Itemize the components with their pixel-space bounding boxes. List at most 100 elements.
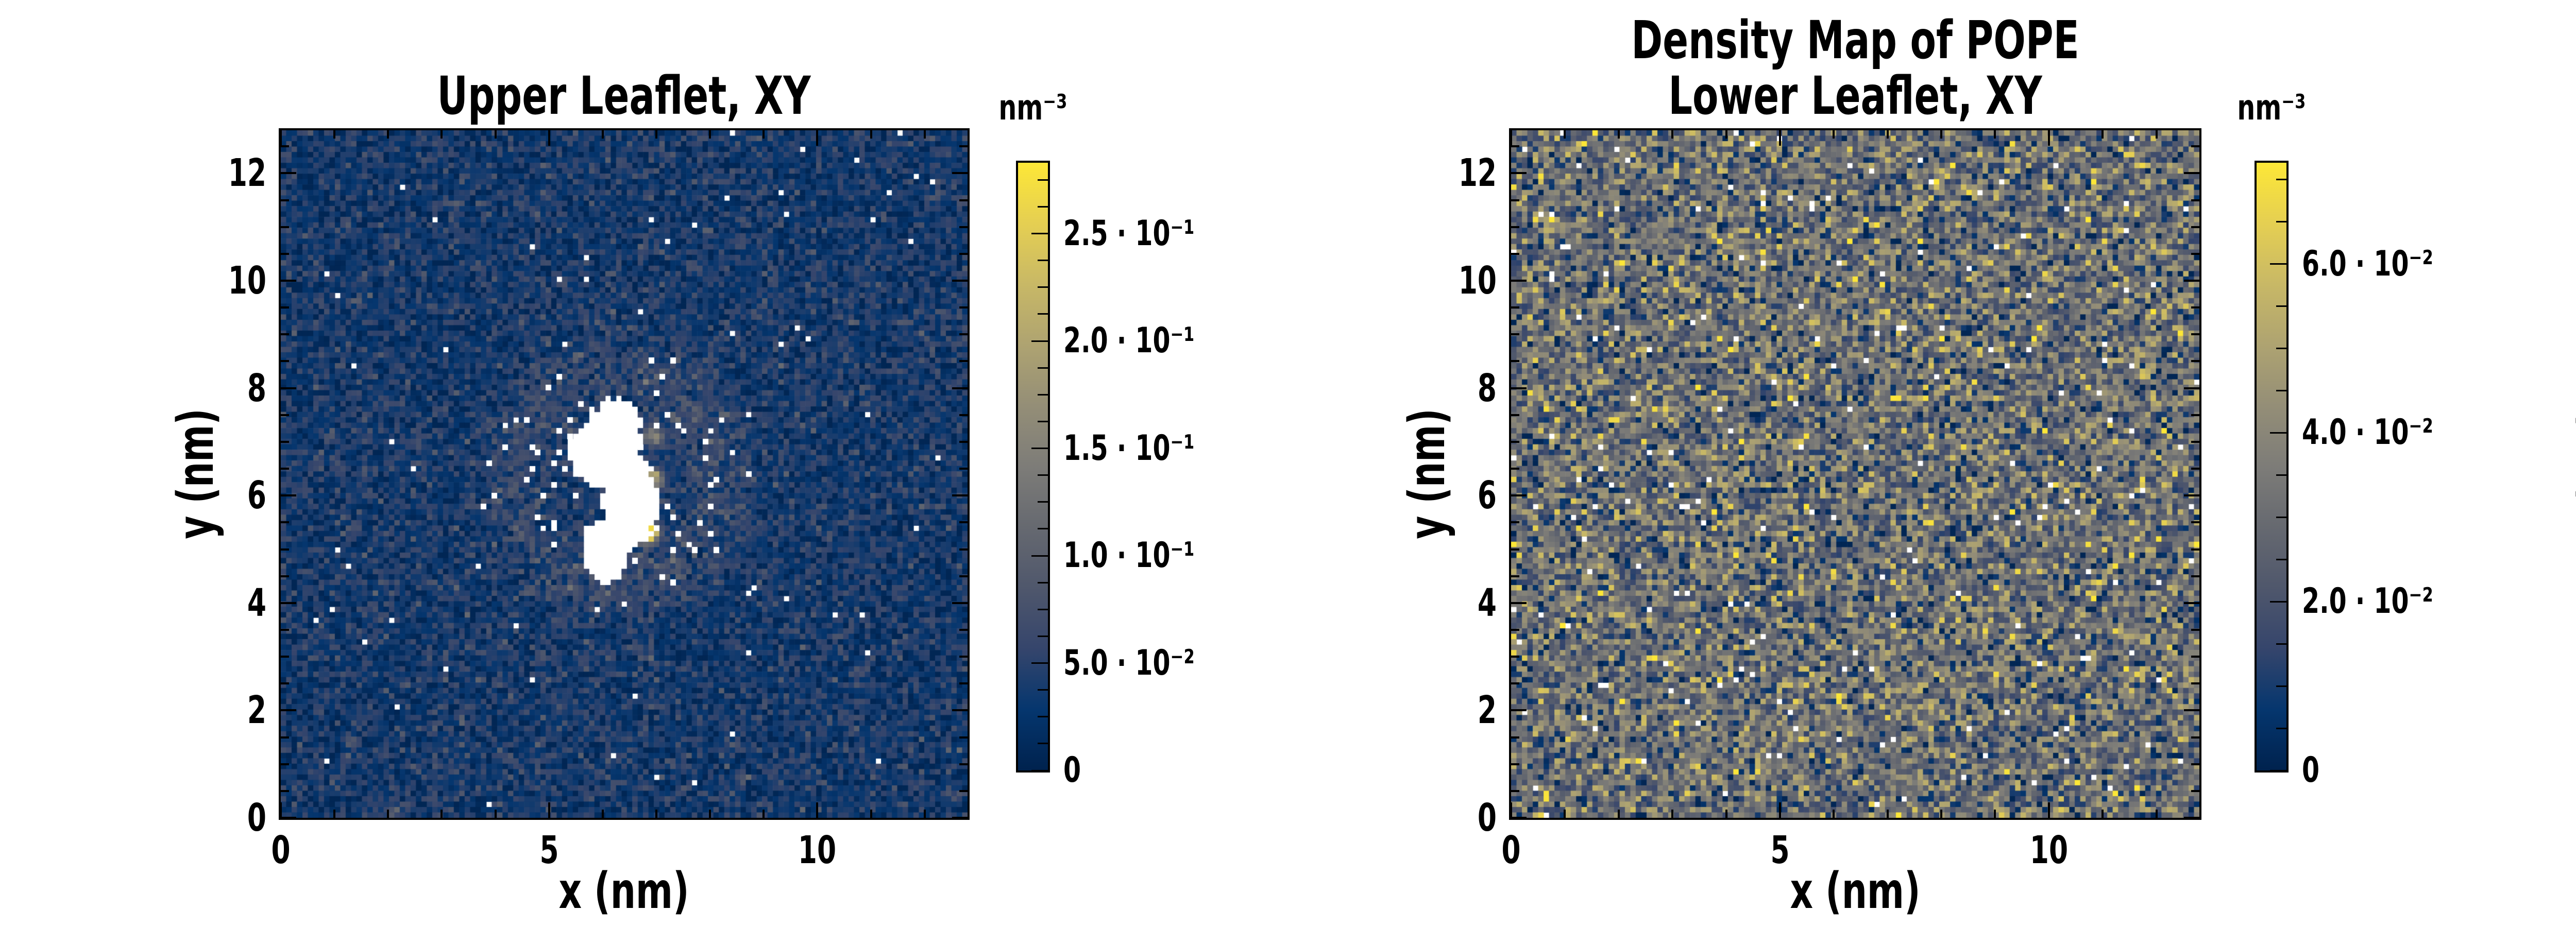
y-minor-tick xyxy=(281,199,289,201)
y-minor-tick xyxy=(2191,145,2199,148)
x-minor-tick xyxy=(494,810,497,818)
colorbar-tick-label: 2.0 · 10⁻¹ xyxy=(1063,320,1195,362)
y-minor-tick xyxy=(281,575,289,577)
x-major-tick xyxy=(280,130,282,146)
x-axis-label: x (nm) xyxy=(1790,862,1921,920)
colorbar-minor-tick xyxy=(1038,608,1048,610)
y-tick-label: 6 xyxy=(1477,473,1497,518)
colorbar-minor-tick xyxy=(1038,393,1048,396)
colorbar-minor-tick xyxy=(1038,743,1048,745)
x-minor-tick xyxy=(601,130,604,139)
y-minor-tick xyxy=(959,468,968,470)
y-minor-tick xyxy=(1511,575,1519,577)
y-minor-tick xyxy=(959,656,968,658)
x-minor-tick xyxy=(1564,810,1566,818)
colorbar-tick-label: 6.0 · 10⁻² xyxy=(2302,243,2433,284)
x-minor-tick xyxy=(655,810,657,818)
y-tick-label: 2 xyxy=(2520,339,2576,377)
x-minor-tick xyxy=(1671,130,1674,139)
y-minor-tick xyxy=(959,736,968,739)
y-minor-tick xyxy=(959,628,968,631)
colorbar-minor-tick xyxy=(1038,313,1048,315)
y-minor-tick xyxy=(281,763,289,765)
y-major-tick xyxy=(952,817,968,819)
y-major-tick xyxy=(2184,709,2199,712)
colorbar-major-tick xyxy=(1031,662,1048,664)
y-major-tick xyxy=(281,817,296,819)
colorbar-major-tick xyxy=(1031,233,1048,235)
colorbar-minor-tick xyxy=(1038,581,1048,583)
x-minor-tick xyxy=(2155,810,2158,818)
x-minor-tick xyxy=(1940,130,1942,139)
x-axis-label: x (nm) xyxy=(558,862,689,920)
x-minor-tick xyxy=(387,810,389,818)
y-minor-tick xyxy=(2191,468,2199,470)
y-minor-tick xyxy=(959,548,968,551)
x-tick-label: 5 xyxy=(1770,828,1790,872)
x-minor-tick xyxy=(1617,810,1620,818)
y-minor-tick xyxy=(2191,789,2199,792)
colorbar-minor-tick xyxy=(1038,501,1048,503)
x-minor-tick xyxy=(1833,810,1835,818)
y-minor-tick xyxy=(1511,414,1519,416)
y-minor-tick xyxy=(281,789,289,792)
x-minor-tick xyxy=(494,130,497,139)
y-major-tick xyxy=(952,602,968,604)
y-minor-tick xyxy=(2191,414,2199,416)
x-major-tick xyxy=(1778,130,1781,146)
x-major-tick xyxy=(1510,802,1512,818)
colorbar-unit-label: nm⁻³ xyxy=(998,88,1067,128)
colorbar-minor-tick xyxy=(2276,643,2286,645)
y-tick-label: 10 xyxy=(1458,259,1497,303)
panel-title: Upper Leaflet, XY xyxy=(437,65,811,127)
x-minor-tick xyxy=(333,810,336,818)
y-minor-tick xyxy=(959,199,968,201)
y-minor-tick xyxy=(959,682,968,685)
x-minor-tick xyxy=(923,810,926,818)
y-minor-tick xyxy=(2191,252,2199,255)
y-minor-tick xyxy=(959,763,968,765)
x-tick-label: 0 xyxy=(271,828,291,872)
colorbar-minor-tick xyxy=(1038,716,1048,718)
y-minor-tick xyxy=(1511,763,1519,765)
y-major-tick xyxy=(2184,602,2199,604)
y-minor-tick xyxy=(959,145,968,148)
colorbar-tick-label: 1.5 · 10⁻¹ xyxy=(1063,427,1195,469)
x-minor-tick xyxy=(387,130,389,139)
x-tick-label: 10 xyxy=(798,828,837,872)
colorbar-minor-tick xyxy=(1038,179,1048,181)
y-tick-label: 4 xyxy=(2520,223,2576,261)
x-minor-tick xyxy=(2155,130,2158,139)
x-minor-tick xyxy=(1725,130,1727,139)
colorbar-tick-label: 0 xyxy=(2302,750,2320,791)
y-major-tick xyxy=(281,709,296,712)
colorbar-minor-tick xyxy=(1038,260,1048,262)
y-minor-tick xyxy=(1511,789,1519,792)
y-minor-tick xyxy=(2191,521,2199,524)
x-minor-tick xyxy=(1617,130,1620,139)
y-major-tick xyxy=(2184,817,2199,819)
x-minor-tick xyxy=(709,130,711,139)
colorbar-major-tick xyxy=(1031,340,1048,342)
colorbar-major-tick xyxy=(2270,769,2286,771)
x-major-tick xyxy=(548,130,550,146)
x-major-tick xyxy=(548,802,550,818)
colorbar-major-tick xyxy=(2270,600,2286,603)
x-major-tick xyxy=(1778,802,1781,818)
x-minor-tick xyxy=(601,810,604,818)
y-minor-tick xyxy=(959,226,968,228)
y-axis-label: y (nm) xyxy=(167,408,225,539)
y-minor-tick xyxy=(1511,656,1519,658)
y-minor-tick xyxy=(1511,682,1519,685)
y-minor-tick xyxy=(281,440,289,443)
x-minor-tick xyxy=(923,130,926,139)
colorbar-minor-tick xyxy=(2276,516,2286,518)
y-minor-tick xyxy=(2191,656,2199,658)
y-tick-label: 0 xyxy=(1477,796,1497,840)
y-major-tick xyxy=(952,709,968,712)
y-tick-label: 2 xyxy=(247,688,266,733)
y-minor-tick xyxy=(2191,226,2199,228)
y-major-tick xyxy=(281,387,296,389)
colorbar xyxy=(1018,163,1048,770)
y-minor-tick xyxy=(281,628,289,631)
